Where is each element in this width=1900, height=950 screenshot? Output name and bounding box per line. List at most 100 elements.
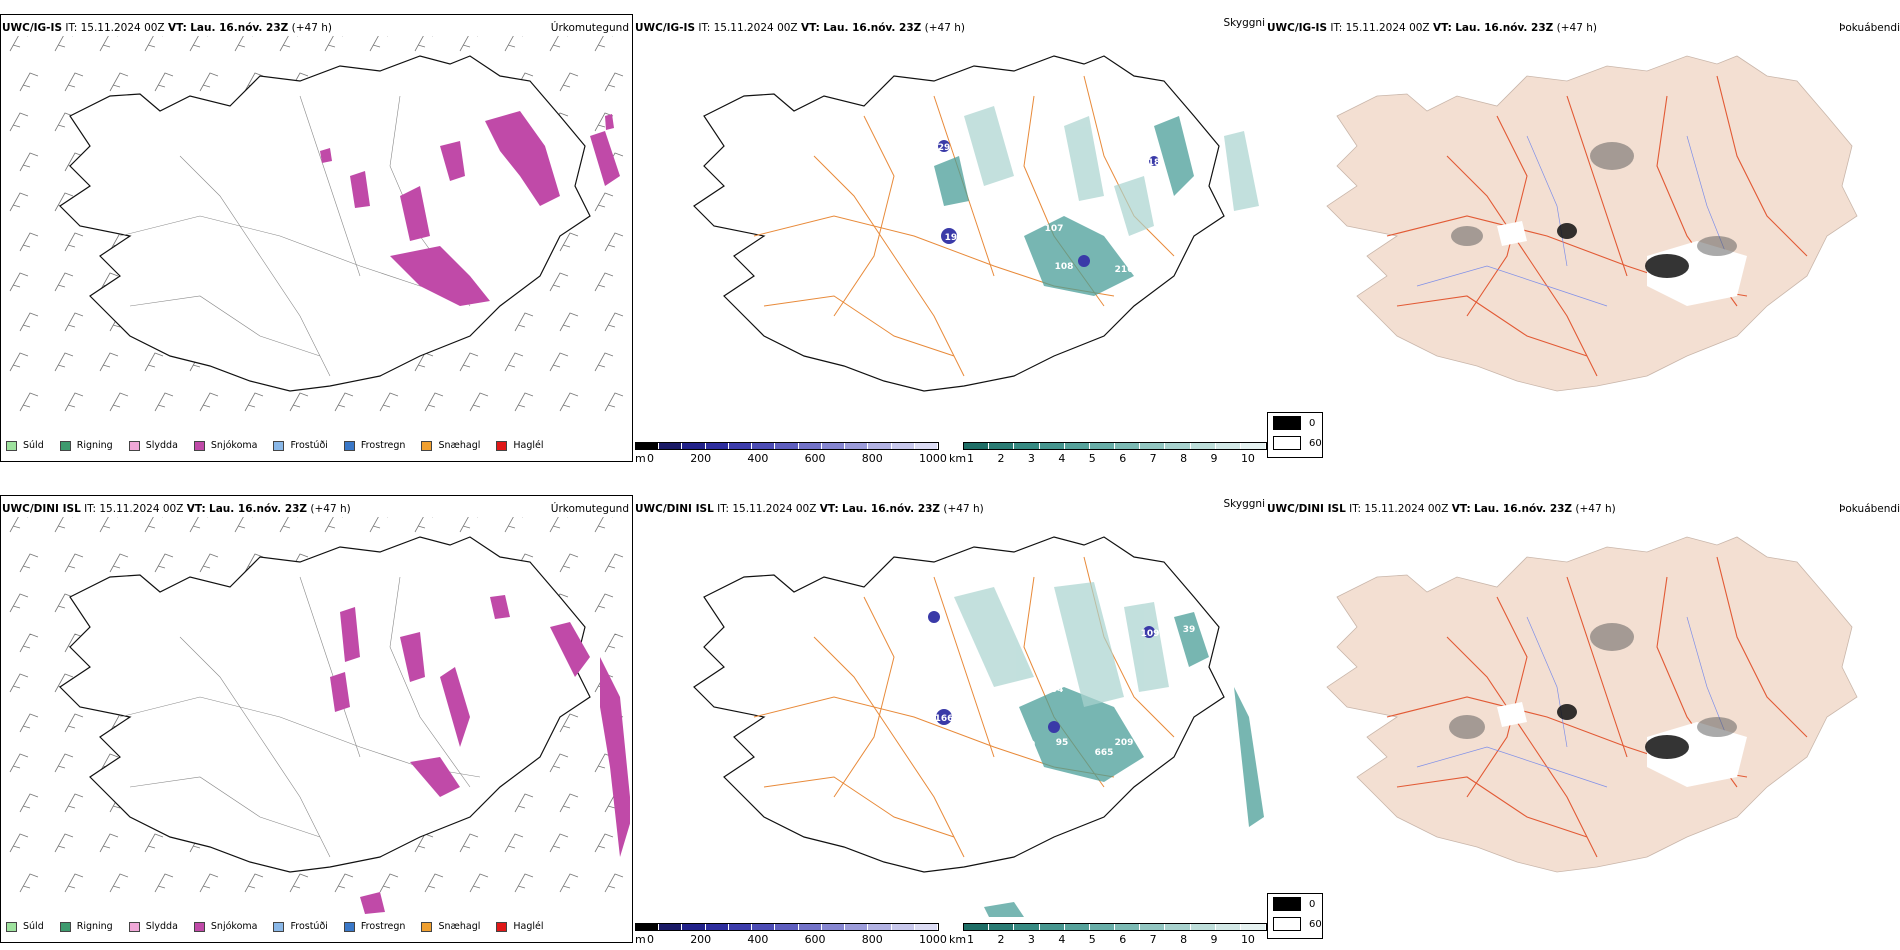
- legend-item: Snæhagl: [421, 440, 480, 451]
- wind-barb: [459, 833, 479, 853]
- wind-barb: [414, 517, 433, 533]
- cloud-base-value: 39: [1183, 625, 1196, 635]
- visibility-tick: 8: [1180, 933, 1188, 946]
- visibility-swatch: [1014, 443, 1040, 449]
- wind-barb: [504, 352, 524, 372]
- legend-swatch: [273, 440, 285, 451]
- wind-barb: [64, 72, 84, 92]
- wind-barb: [514, 873, 534, 893]
- cloud-base-swatch: [914, 924, 939, 930]
- cloud-base-tick: 600: [804, 933, 826, 946]
- legend-label: Slydda: [145, 440, 178, 451]
- wind-barb: [424, 392, 444, 412]
- fog-legend-row: 60: [1268, 433, 1322, 453]
- wind-barb: [9, 112, 29, 132]
- visibility-bar-swatches: [963, 923, 1267, 931]
- visibility-tick: 3: [1027, 933, 1035, 946]
- wind-barb: [504, 36, 523, 52]
- cloud-base-ticks: 0 200 400 600 800 1000: [647, 933, 947, 946]
- model-name: UWC/DINI ISL: [1267, 503, 1346, 515]
- fog-legend-label: 60: [1309, 437, 1322, 449]
- wind-barb: [64, 713, 84, 733]
- iceland-landmass: [1326, 536, 1858, 873]
- precip-panel-frame: [0, 495, 633, 943]
- wind-barb: [199, 72, 219, 92]
- wind-barb: [289, 392, 309, 412]
- it-label: IT:: [65, 22, 78, 34]
- wind-barb: [144, 352, 164, 372]
- precip-panel-row2: UWC/DINI ISL IT: 15.11.2024 00Z VT: Lau.…: [0, 495, 633, 950]
- visibility-ticks: 1 2 3 4 5 6 7 8 9 10: [967, 933, 1255, 946]
- legend-item: Slydda: [128, 921, 178, 932]
- cloud-base-swatch: [868, 924, 892, 930]
- legend-label: Frostregn: [360, 921, 406, 932]
- cloud-base-value: 95: [1056, 738, 1069, 748]
- legend-label: Súld: [23, 921, 44, 932]
- cloud-base-value: 154: [1045, 685, 1064, 695]
- vt-label: VT:: [1432, 22, 1452, 34]
- legend-item: Frostregn: [343, 440, 405, 451]
- it-label: IT:: [84, 503, 97, 515]
- legend-label: Rigning: [76, 440, 113, 451]
- wind-barb: [559, 553, 579, 573]
- legend-item: Snjókoma: [193, 921, 257, 932]
- wind-barb: [109, 72, 129, 92]
- wind-barb: [64, 232, 84, 252]
- visibility-swatch: [964, 443, 990, 449]
- cloud-base-tick: 1000: [918, 933, 947, 946]
- wind-barb: [234, 517, 253, 533]
- fog-swatch: [1273, 436, 1301, 450]
- wind-barb: [64, 553, 84, 573]
- cloud-base-swatch: [705, 443, 729, 449]
- wind-barb: [9, 753, 29, 773]
- legend-label: Snæhagl: [438, 440, 481, 451]
- cloud-panel-row1: UWC/IG-IS IT: 15.11.2024 00Z VT: Lau. 16…: [634, 14, 1267, 476]
- wind-barb: [604, 232, 624, 252]
- cloud-base-tick: 200: [690, 452, 712, 465]
- cloud-base-swatch: [659, 924, 683, 930]
- wind-barb: [9, 593, 29, 613]
- legend-label: Haglél: [513, 440, 544, 451]
- cloud-map: 162 108 107 216 18 44 29 198: [693, 55, 1259, 392]
- wind-barb: [559, 392, 579, 412]
- lead-time: (+47 h): [291, 22, 332, 34]
- wind-barb: [369, 36, 388, 52]
- lead-time: (+47 h): [943, 503, 984, 515]
- panel-title: UWC/IG-IS IT: 15.11.2024 00Z VT: Lau. 16…: [2, 22, 332, 34]
- visibility-tick: 9: [1210, 933, 1218, 946]
- fog-legend-row: 0: [1268, 894, 1322, 914]
- visibility-swatch: [1115, 443, 1141, 449]
- panel-type-label: Skyggni: [1223, 17, 1266, 29]
- wind-barb: [504, 517, 523, 533]
- wind-barb: [109, 392, 129, 412]
- wind-barb: [64, 873, 84, 893]
- wind-barb: [514, 392, 534, 412]
- wind-barb: [64, 793, 84, 813]
- visibility-tick: 5: [1088, 452, 1096, 465]
- wind-barb: [154, 553, 174, 573]
- legend-item: Rigning: [59, 440, 113, 451]
- wind-barb: [469, 873, 489, 893]
- cloud-base-tick: 200: [690, 933, 712, 946]
- wind-barb: [199, 553, 219, 573]
- cloud-base-swatch: [728, 443, 753, 449]
- wind-barb: [199, 392, 219, 412]
- wind-barb: [604, 633, 624, 653]
- visibility-swatch: [1064, 443, 1090, 449]
- visibility-swatch: [964, 924, 990, 930]
- cloud-base-bar-swatches: [635, 923, 939, 931]
- wind-barb: [549, 272, 569, 292]
- visibility-tick: 7: [1149, 452, 1157, 465]
- cloud-base-tick: 1000: [918, 452, 947, 465]
- wind-barb: [594, 36, 613, 52]
- wind-barb: [549, 36, 568, 52]
- panel-type-label: Skyggni: [1223, 498, 1266, 510]
- wind-barb: [549, 833, 569, 853]
- vt-value: Lau. 16.nóv. 23Z: [842, 503, 941, 515]
- cloud-map: 169 95 154 665 209 109 39 34 166: [693, 536, 1264, 917]
- cloud-base-swatch: [821, 443, 846, 449]
- wind-barb: [54, 112, 74, 132]
- legend-label: Frostúði: [290, 440, 328, 451]
- wind-barb: [19, 873, 39, 893]
- legend-label: Snjókoma: [210, 440, 258, 451]
